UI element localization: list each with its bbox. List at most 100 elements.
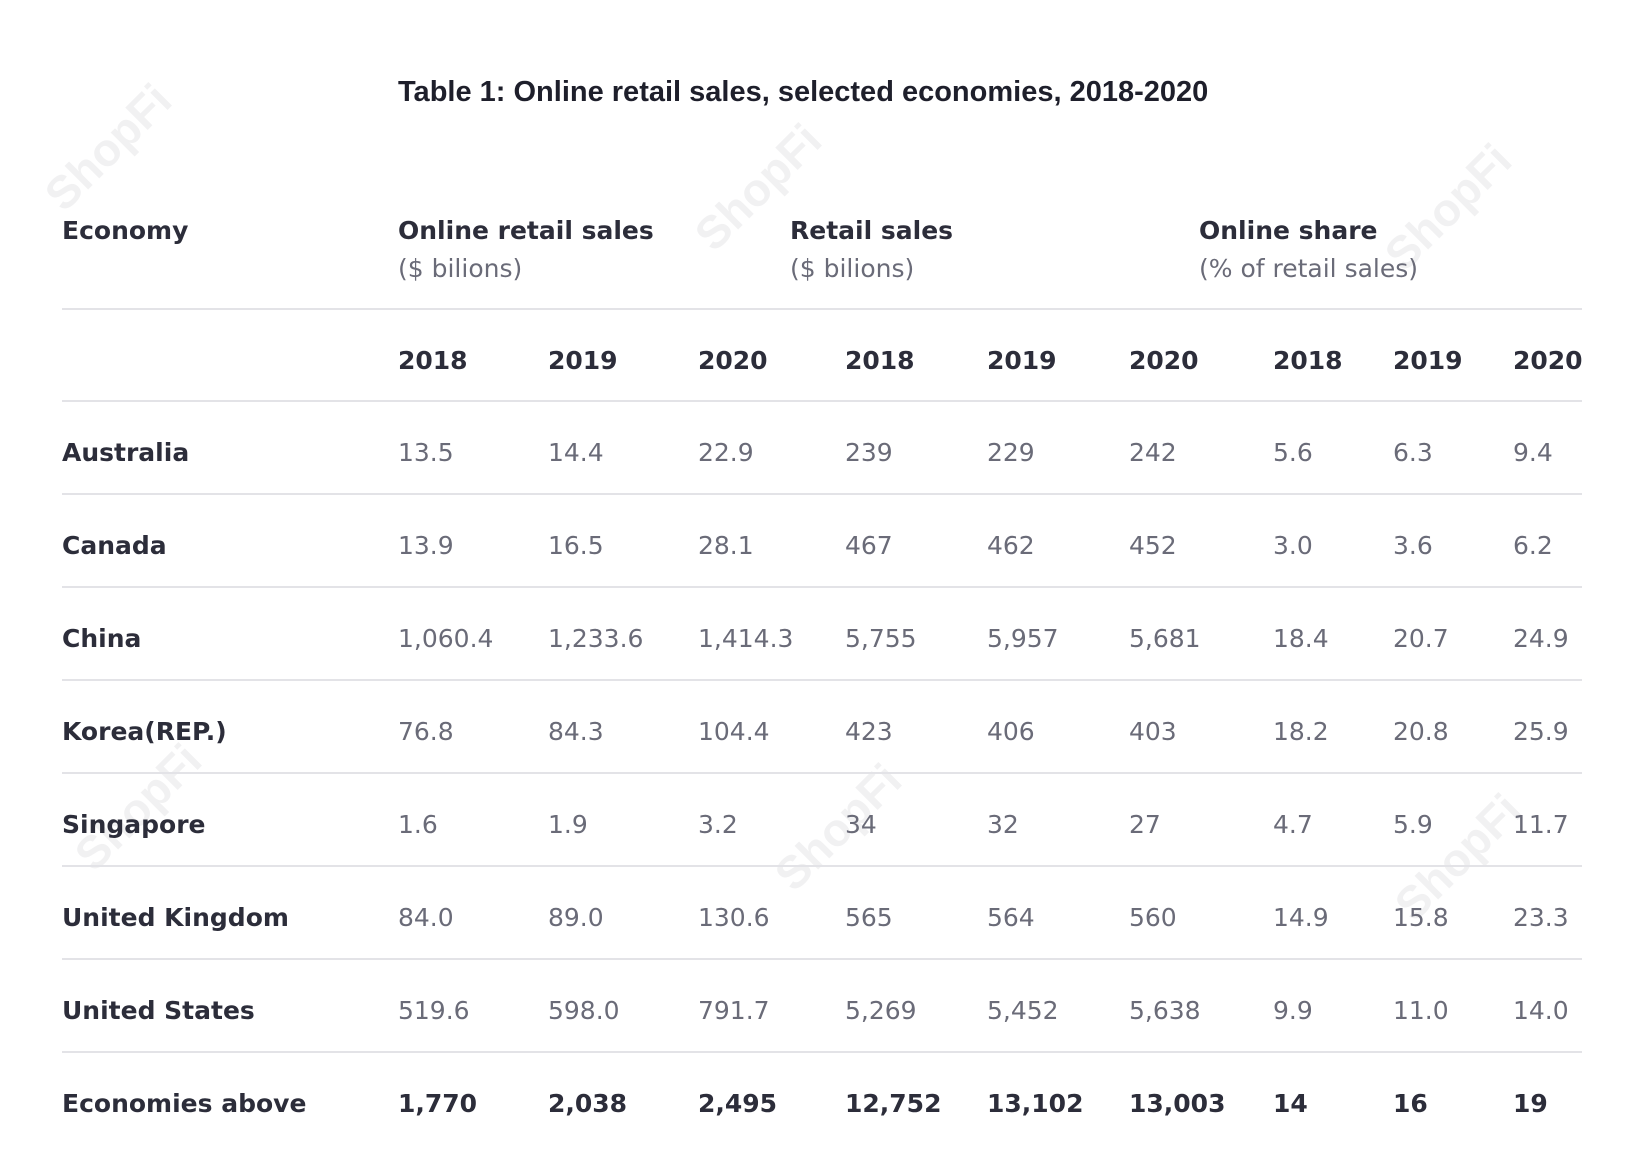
table-cell: 2,495 xyxy=(698,1089,778,1118)
year-header-row: 2018 2019 2020 2018 2019 2020 2018 2019 … xyxy=(0,341,1632,381)
table-cell: 1,414.3 xyxy=(698,624,794,653)
economy-name: China xyxy=(62,624,142,653)
economy-header: Economy xyxy=(62,212,188,250)
economy-name: United States xyxy=(62,996,255,1025)
table-cell: 519.6 xyxy=(398,996,470,1025)
table-cell: 1,770 xyxy=(398,1089,478,1118)
table-cell: 467 xyxy=(845,531,893,560)
table-cell: 3.2 xyxy=(698,810,738,839)
year-header: 2019 xyxy=(548,346,618,375)
table-cell: 242 xyxy=(1129,438,1177,467)
year-header: 2018 xyxy=(845,346,915,375)
table-cell: 28.1 xyxy=(698,531,754,560)
table-cell: 15.8 xyxy=(1393,903,1449,932)
group-header-retail-sales: Retail sales ($ bilions) xyxy=(790,212,953,288)
table-title: Table 1: Online retail sales, selected e… xyxy=(398,76,1209,108)
table-cell: 89.0 xyxy=(548,903,604,932)
table-cell: 84.3 xyxy=(548,717,604,746)
table-cell: 14 xyxy=(1273,1089,1308,1118)
economy-name: United Kingdom xyxy=(62,903,289,932)
economy-name: Korea(REP.) xyxy=(62,717,227,746)
table-cell: 11.7 xyxy=(1513,810,1569,839)
table-cell: 16.5 xyxy=(548,531,604,560)
table-cell: 791.7 xyxy=(698,996,770,1025)
table-cell: 239 xyxy=(845,438,893,467)
divider xyxy=(62,586,1582,588)
table-cell: 13,102 xyxy=(987,1089,1084,1118)
table-cell: 5,755 xyxy=(845,624,917,653)
group-header-online-retail-sales: Online retail sales ($ bilions) xyxy=(398,212,654,288)
table-cell: 560 xyxy=(1129,903,1177,932)
table-cell: 104.4 xyxy=(698,717,770,746)
table-cell: 4.7 xyxy=(1273,810,1313,839)
table-cell: 84.0 xyxy=(398,903,454,932)
table-cell: 5,681 xyxy=(1129,624,1201,653)
table-cell: 5.6 xyxy=(1273,438,1313,467)
divider xyxy=(62,679,1582,681)
table-cell: 14.0 xyxy=(1513,996,1569,1025)
table-cell: 11.0 xyxy=(1393,996,1449,1025)
table-row: United States 519.6 598.0 791.7 5,269 5,… xyxy=(0,991,1632,1031)
watermark: ShopFi xyxy=(34,73,182,221)
year-header: 2020 xyxy=(1513,346,1583,375)
table-row: China 1,060.4 1,233.6 1,414.3 5,755 5,95… xyxy=(0,619,1632,659)
table-cell: 1,233.6 xyxy=(548,624,644,653)
divider xyxy=(62,1051,1582,1053)
table-cell: 3.6 xyxy=(1393,531,1433,560)
group-header-title: Online retail sales xyxy=(398,216,654,245)
table-cell: 16 xyxy=(1393,1089,1428,1118)
divider xyxy=(62,308,1582,310)
table-cell: 34 xyxy=(845,810,877,839)
divider xyxy=(62,772,1582,774)
year-header: 2019 xyxy=(1393,346,1463,375)
table-cell: 452 xyxy=(1129,531,1177,560)
table-row: Australia 13.5 14.4 22.9 239 229 242 5.6… xyxy=(0,433,1632,473)
table-row: Korea(REP.) 76.8 84.3 104.4 423 406 403 … xyxy=(0,712,1632,752)
table-cell: 18.4 xyxy=(1273,624,1329,653)
table-cell: 20.8 xyxy=(1393,717,1449,746)
group-header-title: Retail sales xyxy=(790,216,954,245)
table-row-total: Economies above 1,770 2,038 2,495 12,752… xyxy=(0,1084,1632,1124)
table-cell: 19 xyxy=(1513,1089,1548,1118)
table-row: Canada 13.9 16.5 28.1 467 462 452 3.0 3.… xyxy=(0,526,1632,566)
divider xyxy=(62,958,1582,960)
table-cell: 20.7 xyxy=(1393,624,1449,653)
table-cell: 12,752 xyxy=(845,1089,942,1118)
table-cell: 565 xyxy=(845,903,893,932)
economy-name: Canada xyxy=(62,531,167,560)
table-cell: 13,003 xyxy=(1129,1089,1226,1118)
table-cell: 5.9 xyxy=(1393,810,1433,839)
group-header-subtitle: (% of retail sales) xyxy=(1199,254,1419,283)
table-cell: 18.2 xyxy=(1273,717,1329,746)
economy-name: Economies above xyxy=(62,1089,307,1118)
table-cell: 5,638 xyxy=(1129,996,1201,1025)
table-cell: 406 xyxy=(987,717,1035,746)
table-cell: 13.9 xyxy=(398,531,454,560)
divider xyxy=(62,865,1582,867)
table-cell: 9.4 xyxy=(1513,438,1553,467)
table-cell: 403 xyxy=(1129,717,1177,746)
table-cell: 6.3 xyxy=(1393,438,1433,467)
table-cell: 2,038 xyxy=(548,1089,628,1118)
year-header: 2018 xyxy=(398,346,468,375)
table-cell: 14.4 xyxy=(548,438,604,467)
year-header: 2020 xyxy=(1129,346,1199,375)
table-cell: 14.9 xyxy=(1273,903,1329,932)
group-header-subtitle: ($ bilions) xyxy=(398,254,523,283)
table-cell: 130.6 xyxy=(698,903,770,932)
table-cell: 5,957 xyxy=(987,624,1059,653)
table-cell: 5,452 xyxy=(987,996,1059,1025)
table-cell: 1,060.4 xyxy=(398,624,494,653)
table-cell: 23.3 xyxy=(1513,903,1569,932)
group-header-online-share: Online share (% of retail sales) xyxy=(1199,212,1418,288)
table-cell: 13.5 xyxy=(398,438,454,467)
table-row: Singapore 1.6 1.9 3.2 34 32 27 4.7 5.9 1… xyxy=(0,805,1632,845)
divider xyxy=(62,493,1582,495)
table-cell: 27 xyxy=(1129,810,1161,839)
year-header: 2019 xyxy=(987,346,1057,375)
table-cell: 1.6 xyxy=(398,810,438,839)
table-cell: 423 xyxy=(845,717,893,746)
table-cell: 32 xyxy=(987,810,1019,839)
divider xyxy=(62,400,1582,402)
table-cell: 76.8 xyxy=(398,717,454,746)
